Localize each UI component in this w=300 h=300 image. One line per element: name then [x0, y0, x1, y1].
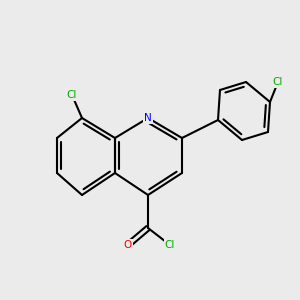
Text: Cl: Cl — [273, 77, 283, 87]
Text: N: N — [144, 113, 152, 123]
Text: Cl: Cl — [67, 90, 77, 100]
Text: O: O — [124, 240, 132, 250]
Text: Cl: Cl — [165, 240, 175, 250]
